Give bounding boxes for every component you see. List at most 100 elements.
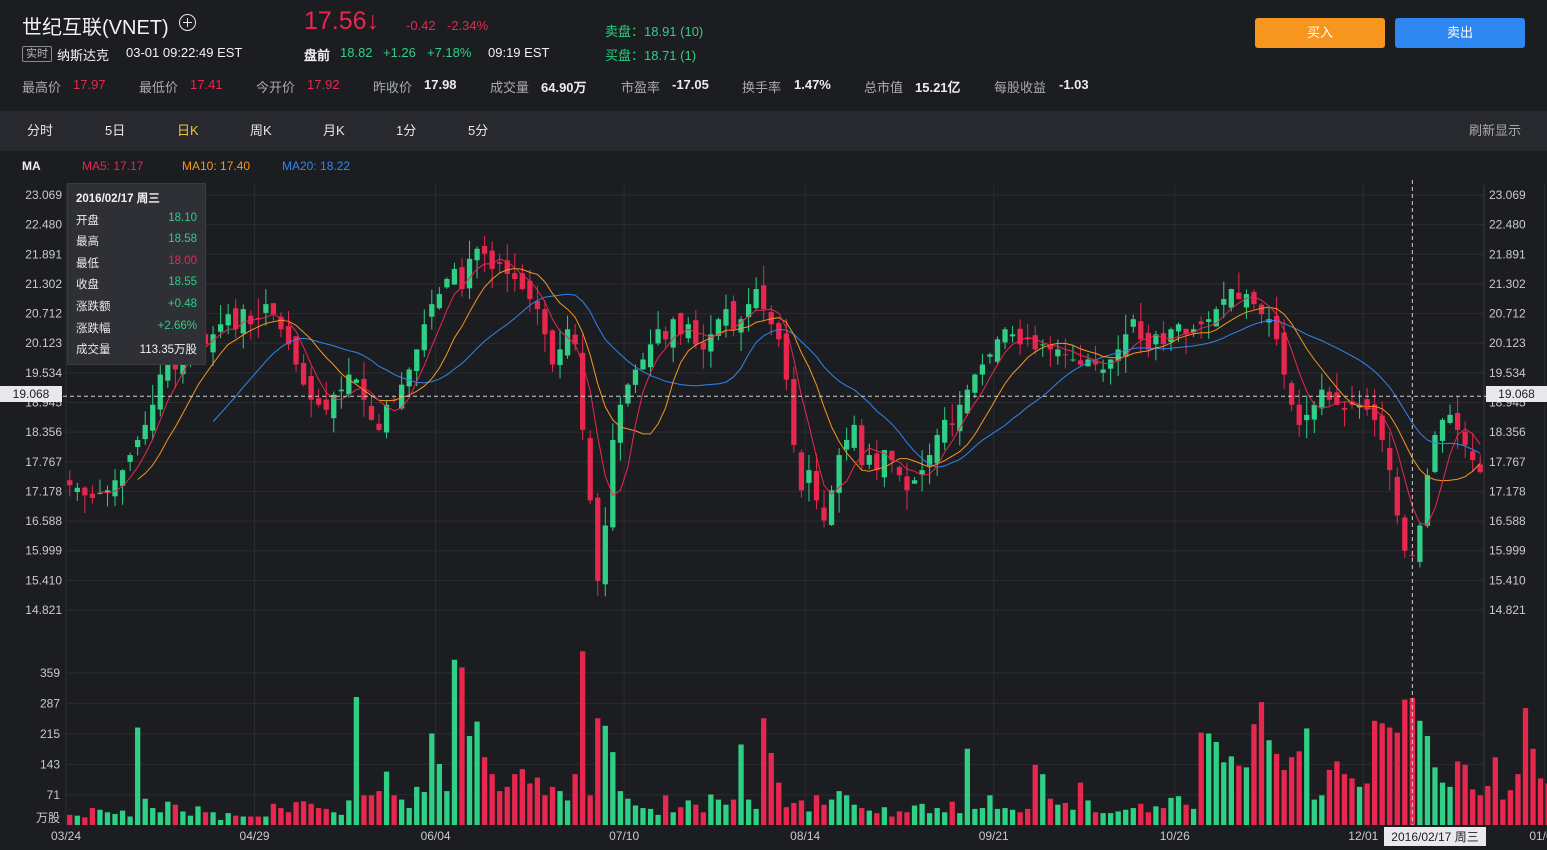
volume-bar bbox=[1296, 751, 1302, 825]
candle-body bbox=[602, 525, 608, 585]
tooltip-value: 18.58 bbox=[168, 233, 197, 245]
volume-bar bbox=[1175, 796, 1182, 825]
volume-bar bbox=[1138, 803, 1144, 825]
tab-5min[interactable]: 5分 bbox=[468, 123, 489, 138]
volume-bar bbox=[112, 813, 118, 825]
candle-body bbox=[753, 289, 759, 309]
stock-title: 世纪互联(VNET) bbox=[22, 17, 169, 39]
candle-body bbox=[1108, 359, 1114, 369]
add-watchlist-button[interactable] bbox=[179, 14, 196, 36]
volume-tick: 71 bbox=[47, 788, 61, 802]
volume-bar bbox=[157, 812, 163, 825]
volume-bar bbox=[708, 794, 714, 825]
volume-bar bbox=[217, 819, 224, 825]
time-tick: 12/01 bbox=[1348, 829, 1378, 843]
candle-body bbox=[1047, 345, 1053, 350]
ask-quote: 卖盘：18.91 (10) bbox=[605, 24, 704, 39]
candle-body bbox=[1311, 404, 1317, 420]
price-tick-left: 15.999 bbox=[25, 544, 62, 558]
volume-bar bbox=[451, 659, 458, 825]
candle-body bbox=[542, 309, 548, 335]
time-tick: 06/04 bbox=[421, 829, 451, 843]
tab-weekly-k[interactable]: 周K bbox=[250, 123, 272, 138]
candle-body bbox=[406, 369, 412, 387]
volume-bar bbox=[1032, 764, 1038, 825]
candle-body bbox=[112, 480, 118, 497]
tab-daily-k[interactable]: 日K bbox=[177, 123, 199, 138]
refresh-display-button[interactable]: 刷新显示 bbox=[1469, 123, 1522, 138]
candle-body bbox=[1424, 475, 1431, 526]
volume-bar bbox=[1319, 795, 1325, 825]
volume-bar bbox=[1198, 732, 1204, 825]
candle-body bbox=[821, 507, 827, 521]
volume-bar bbox=[632, 805, 639, 825]
price-tick-left: 17.767 bbox=[25, 455, 62, 469]
tab-1min[interactable]: 1分 bbox=[396, 123, 417, 138]
volume-bar bbox=[172, 804, 179, 825]
candle-body bbox=[1417, 525, 1423, 562]
premarket-change: +1.26 bbox=[383, 45, 416, 60]
volume-bar bbox=[1439, 782, 1446, 825]
candle-body bbox=[798, 452, 805, 491]
sell-button[interactable]: 卖出 bbox=[1395, 18, 1525, 48]
volume-bar bbox=[338, 814, 344, 825]
volume-bar bbox=[866, 810, 872, 825]
tab-5day[interactable]: 5日 bbox=[105, 123, 126, 138]
tooltip-label: 涨跌幅 bbox=[76, 323, 111, 335]
buy-button[interactable]: 买入 bbox=[1255, 18, 1385, 48]
candle-body bbox=[1228, 289, 1234, 308]
candle-body bbox=[926, 455, 933, 466]
ma10-line bbox=[137, 267, 1481, 482]
volume-bar bbox=[1123, 809, 1129, 825]
stat-value-open: 17.92 bbox=[307, 77, 340, 92]
candle-body bbox=[889, 450, 895, 461]
volume-bar bbox=[1334, 761, 1340, 825]
candle-body bbox=[851, 424, 857, 448]
volume-bar bbox=[1522, 708, 1529, 825]
volume-bar bbox=[700, 812, 706, 825]
ma5-line bbox=[99, 258, 1481, 526]
volume-bar bbox=[368, 795, 375, 825]
candle-body bbox=[263, 304, 269, 313]
volume-bar bbox=[1092, 812, 1099, 825]
volume-bar bbox=[851, 804, 857, 825]
volume-bar bbox=[1485, 786, 1491, 825]
tab-timeshare[interactable]: 分时 bbox=[27, 123, 54, 138]
price-tick-left: 18.356 bbox=[25, 425, 62, 439]
volume-bar bbox=[1228, 756, 1234, 825]
volume-bar bbox=[580, 651, 586, 825]
candle-body bbox=[1387, 448, 1393, 471]
candle-body bbox=[549, 330, 556, 365]
volume-bar bbox=[1507, 790, 1514, 825]
volume-bar bbox=[1387, 727, 1393, 825]
stat-value-prev-close: 17.98 bbox=[424, 77, 457, 92]
price-tick-right: 20.712 bbox=[1489, 307, 1526, 321]
candle-body bbox=[738, 319, 744, 333]
volume-bar bbox=[180, 811, 186, 825]
price-tick-right: 20.123 bbox=[1489, 336, 1526, 350]
volume-bar bbox=[942, 812, 948, 825]
volume-bar bbox=[89, 808, 96, 825]
volume-bar bbox=[1130, 808, 1136, 825]
volume-bar bbox=[202, 812, 209, 825]
exchange-label: 纳斯达克 bbox=[57, 48, 110, 63]
volume-bar bbox=[874, 813, 880, 825]
tab-monthly-k[interactable]: 月K bbox=[323, 123, 345, 138]
volume-bar bbox=[896, 811, 903, 825]
stat-value-pe: -17.05 bbox=[672, 77, 709, 92]
volume-bar bbox=[466, 736, 473, 825]
volume-bar bbox=[821, 804, 827, 825]
volume-bar bbox=[1153, 806, 1159, 825]
tooltip-value: 18.10 bbox=[168, 212, 197, 224]
volume-bar bbox=[776, 782, 782, 825]
candle-body bbox=[1025, 337, 1031, 340]
candle-body bbox=[1439, 419, 1446, 441]
volume-bar bbox=[519, 769, 525, 825]
volume-bar bbox=[730, 799, 737, 825]
candle-body bbox=[1326, 391, 1333, 400]
crosshair-price-right: 19.068 bbox=[1486, 386, 1547, 402]
volume-bar bbox=[135, 727, 141, 825]
volume-bar bbox=[1221, 762, 1227, 825]
time-tick: 08/14 bbox=[790, 829, 820, 843]
candle-body bbox=[1243, 294, 1250, 308]
